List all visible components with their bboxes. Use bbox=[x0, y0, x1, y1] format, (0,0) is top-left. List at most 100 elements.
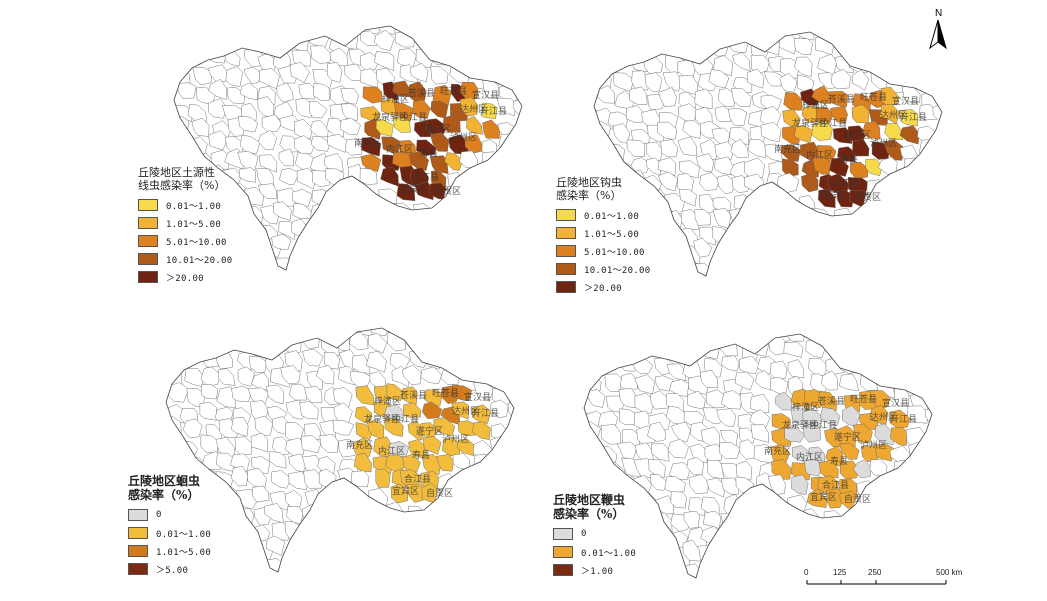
county-label: 内江区 bbox=[386, 143, 413, 155]
county-label: 中江县 bbox=[820, 117, 847, 129]
north-arrow-icon bbox=[929, 19, 947, 50]
legend-label: 0.01～1.00 bbox=[156, 529, 212, 540]
county-label: 达州区 bbox=[880, 109, 907, 121]
county-region bbox=[839, 373, 859, 392]
county-region bbox=[408, 151, 429, 171]
legend-title: 丘陵地区土源性 线虫感染率（%） bbox=[138, 166, 226, 192]
county-label: 梓潼区 bbox=[374, 395, 401, 407]
county-region bbox=[771, 459, 792, 480]
county-region bbox=[865, 158, 883, 177]
county-region bbox=[249, 355, 268, 373]
county-region bbox=[374, 29, 395, 51]
county-region bbox=[870, 69, 889, 91]
county-region bbox=[375, 468, 391, 488]
county-region bbox=[176, 82, 197, 99]
county-region bbox=[208, 79, 228, 100]
county-region bbox=[179, 440, 198, 458]
county-region bbox=[660, 139, 679, 158]
county-label: 龙泉驿区 bbox=[364, 413, 400, 425]
county-region bbox=[729, 208, 751, 230]
county-region bbox=[257, 183, 278, 199]
county-label: 苍溪县 bbox=[818, 395, 845, 407]
county-region bbox=[471, 404, 492, 424]
county-region bbox=[666, 363, 687, 382]
county-region bbox=[433, 417, 456, 437]
county-label: 自贡区 bbox=[434, 185, 461, 197]
legend-swatch bbox=[128, 527, 148, 539]
county-region bbox=[278, 221, 296, 241]
county-region bbox=[750, 424, 770, 443]
legend-item: 0.01～1.00 bbox=[553, 543, 636, 561]
county-region bbox=[451, 401, 469, 420]
county-region bbox=[304, 489, 325, 510]
county-label: 开江县 bbox=[890, 414, 917, 425]
county-region bbox=[783, 341, 804, 358]
county-region bbox=[323, 153, 344, 172]
county-region bbox=[862, 120, 881, 140]
legend-item: 1.01～5.00 bbox=[556, 224, 651, 242]
county-region bbox=[459, 81, 479, 102]
legend-whipworm: 丘陵地区鞭虫 感染率（%） 0 0.01～1.00 ＞1.00 bbox=[553, 493, 636, 579]
county-label: 梓潼区 bbox=[382, 93, 409, 105]
county-region bbox=[699, 172, 720, 191]
county-region bbox=[670, 491, 687, 509]
county-region bbox=[265, 535, 285, 556]
legend-label: 1.01～5.00 bbox=[584, 229, 640, 240]
county-region bbox=[806, 488, 827, 508]
county-region bbox=[243, 66, 262, 84]
legend-items: 0.01～1.00 1.01～5.00 5.01～10.00 10.01～20.00 ＞… bbox=[556, 206, 651, 296]
county-region bbox=[386, 383, 404, 402]
legend-label: ＞1.00 bbox=[581, 566, 614, 577]
county-region bbox=[407, 81, 427, 102]
county-region bbox=[302, 348, 324, 367]
county-region bbox=[365, 351, 387, 373]
county-region bbox=[760, 105, 782, 126]
county-region bbox=[289, 383, 310, 401]
county-region bbox=[422, 401, 443, 420]
county-region bbox=[626, 105, 646, 123]
county-region bbox=[647, 421, 666, 442]
county-region bbox=[626, 139, 646, 158]
county-region bbox=[743, 157, 765, 178]
legend-item: ＞1.00 bbox=[553, 561, 636, 579]
county-label: 合江县 bbox=[412, 171, 439, 183]
county-region bbox=[770, 376, 789, 396]
county-region bbox=[406, 483, 427, 503]
county-label: 宣汉县 bbox=[892, 95, 919, 107]
county-region bbox=[387, 332, 406, 352]
county-region bbox=[294, 119, 312, 140]
county-label: 合江县 bbox=[832, 177, 859, 189]
county-region bbox=[874, 443, 895, 462]
legend-swatch bbox=[553, 546, 573, 558]
county-region bbox=[368, 328, 389, 336]
county-region bbox=[851, 69, 870, 91]
county-region bbox=[361, 137, 381, 157]
county-label: 寿县 bbox=[412, 449, 430, 461]
county-region bbox=[794, 56, 813, 77]
county-region bbox=[767, 474, 786, 495]
county-region bbox=[682, 539, 701, 562]
county-region bbox=[760, 122, 782, 143]
county-region bbox=[288, 453, 307, 473]
county-region bbox=[402, 453, 421, 473]
legend-label: 0.01～1.00 bbox=[584, 211, 640, 222]
county-region bbox=[678, 75, 699, 95]
county-region bbox=[192, 66, 213, 86]
county-region bbox=[634, 392, 654, 414]
county-region bbox=[907, 405, 929, 424]
county-region bbox=[332, 419, 355, 436]
county-region bbox=[422, 454, 442, 475]
county-region bbox=[286, 506, 304, 524]
legend-label: 0.01～1.00 bbox=[581, 548, 637, 559]
county-region bbox=[689, 443, 709, 463]
county-region bbox=[839, 443, 860, 460]
legend-roundworm: 丘陵地区蛔虫 感染率（%） 0 0.01～1.00 1.01～5.00 ＞5.00 bbox=[128, 474, 211, 578]
county-region bbox=[658, 87, 677, 107]
county-region bbox=[774, 391, 793, 411]
county-label: 苍溪县 bbox=[400, 389, 427, 401]
county-region bbox=[292, 203, 313, 219]
county-region bbox=[423, 389, 443, 407]
county-label: 合江县 bbox=[822, 479, 849, 491]
county-region bbox=[268, 451, 287, 469]
